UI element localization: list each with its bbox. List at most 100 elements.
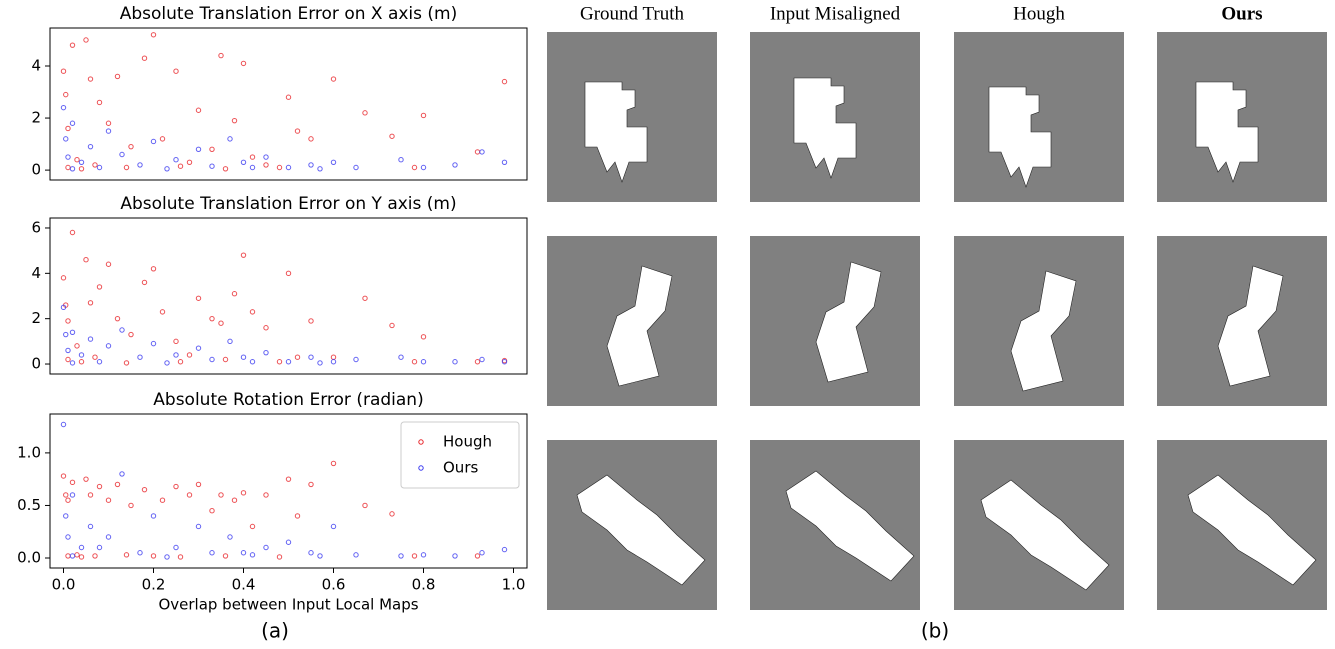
point — [295, 514, 299, 518]
point — [363, 111, 367, 115]
point — [174, 484, 178, 488]
point — [309, 137, 313, 141]
point — [399, 157, 403, 161]
point — [264, 545, 268, 549]
y-tick-label: 0.0 — [17, 549, 41, 567]
point — [178, 555, 182, 559]
point — [115, 482, 119, 486]
x-tick-label: 0.8 — [412, 576, 436, 594]
point — [453, 554, 457, 558]
point — [178, 360, 182, 364]
point — [79, 360, 83, 364]
point — [241, 491, 245, 495]
chart-title: Absolute Translation Error on Y axis (m) — [120, 194, 456, 214]
point — [79, 160, 83, 164]
point — [228, 137, 232, 141]
point — [66, 348, 70, 352]
point — [79, 167, 83, 171]
point — [210, 551, 214, 555]
point — [210, 357, 214, 361]
point — [250, 165, 254, 169]
point — [354, 357, 358, 361]
x-tick-label: 1.0 — [502, 576, 526, 594]
point — [363, 503, 367, 507]
point — [232, 498, 236, 502]
point — [223, 357, 227, 361]
point — [421, 360, 425, 364]
point — [399, 554, 403, 558]
point — [196, 482, 200, 486]
column-title: Ground Truth — [580, 3, 684, 24]
point — [124, 165, 128, 169]
point — [106, 498, 110, 502]
point — [331, 160, 335, 164]
point — [174, 69, 178, 73]
point — [138, 163, 142, 167]
point — [70, 167, 74, 171]
legend-label: Ours — [443, 459, 478, 477]
point — [151, 139, 155, 143]
point — [187, 353, 191, 357]
point — [232, 292, 236, 296]
point — [210, 509, 214, 513]
point — [70, 554, 74, 558]
chart-title: Absolute Rotation Error (radian) — [153, 390, 423, 410]
point — [174, 353, 178, 357]
point — [277, 360, 281, 364]
y-tick-label: 1.0 — [17, 443, 41, 461]
point — [129, 144, 133, 148]
point — [264, 155, 268, 159]
point — [241, 61, 245, 65]
column-title: Hough — [1013, 3, 1065, 24]
point — [223, 554, 227, 558]
point — [286, 165, 290, 169]
point — [70, 480, 74, 484]
point — [250, 310, 254, 314]
point — [64, 332, 68, 336]
point — [88, 77, 92, 81]
point — [160, 137, 164, 141]
point — [295, 355, 299, 359]
point — [277, 165, 281, 169]
point — [295, 129, 299, 133]
point — [331, 77, 335, 81]
point — [106, 121, 110, 125]
point — [390, 134, 394, 138]
point — [66, 126, 70, 130]
y-tick-label: 0 — [31, 161, 41, 179]
point — [66, 165, 70, 169]
point — [264, 326, 268, 330]
point — [84, 258, 88, 262]
point — [309, 355, 313, 359]
point — [250, 155, 254, 159]
point — [480, 357, 484, 361]
legend-label: Hough — [443, 433, 492, 451]
point — [480, 551, 484, 555]
plot-frame — [50, 218, 527, 374]
point — [250, 553, 254, 557]
x-tick-label: 0.4 — [232, 576, 256, 594]
point — [165, 361, 169, 365]
panel-label: (a) — [261, 619, 289, 643]
point — [264, 493, 268, 497]
point — [187, 160, 191, 164]
point — [61, 422, 65, 426]
point — [93, 355, 97, 359]
point — [286, 271, 290, 275]
point — [88, 337, 92, 341]
point — [250, 524, 254, 528]
point — [66, 155, 70, 159]
point — [129, 332, 133, 336]
point — [232, 118, 236, 122]
point — [286, 360, 290, 364]
point — [115, 316, 119, 320]
point — [151, 514, 155, 518]
point — [84, 477, 88, 481]
point — [79, 353, 83, 357]
point — [75, 157, 79, 161]
point — [196, 147, 200, 151]
point — [354, 165, 358, 169]
map-background — [954, 32, 1124, 202]
y-tick-label: 0 — [31, 355, 41, 373]
point — [241, 551, 245, 555]
